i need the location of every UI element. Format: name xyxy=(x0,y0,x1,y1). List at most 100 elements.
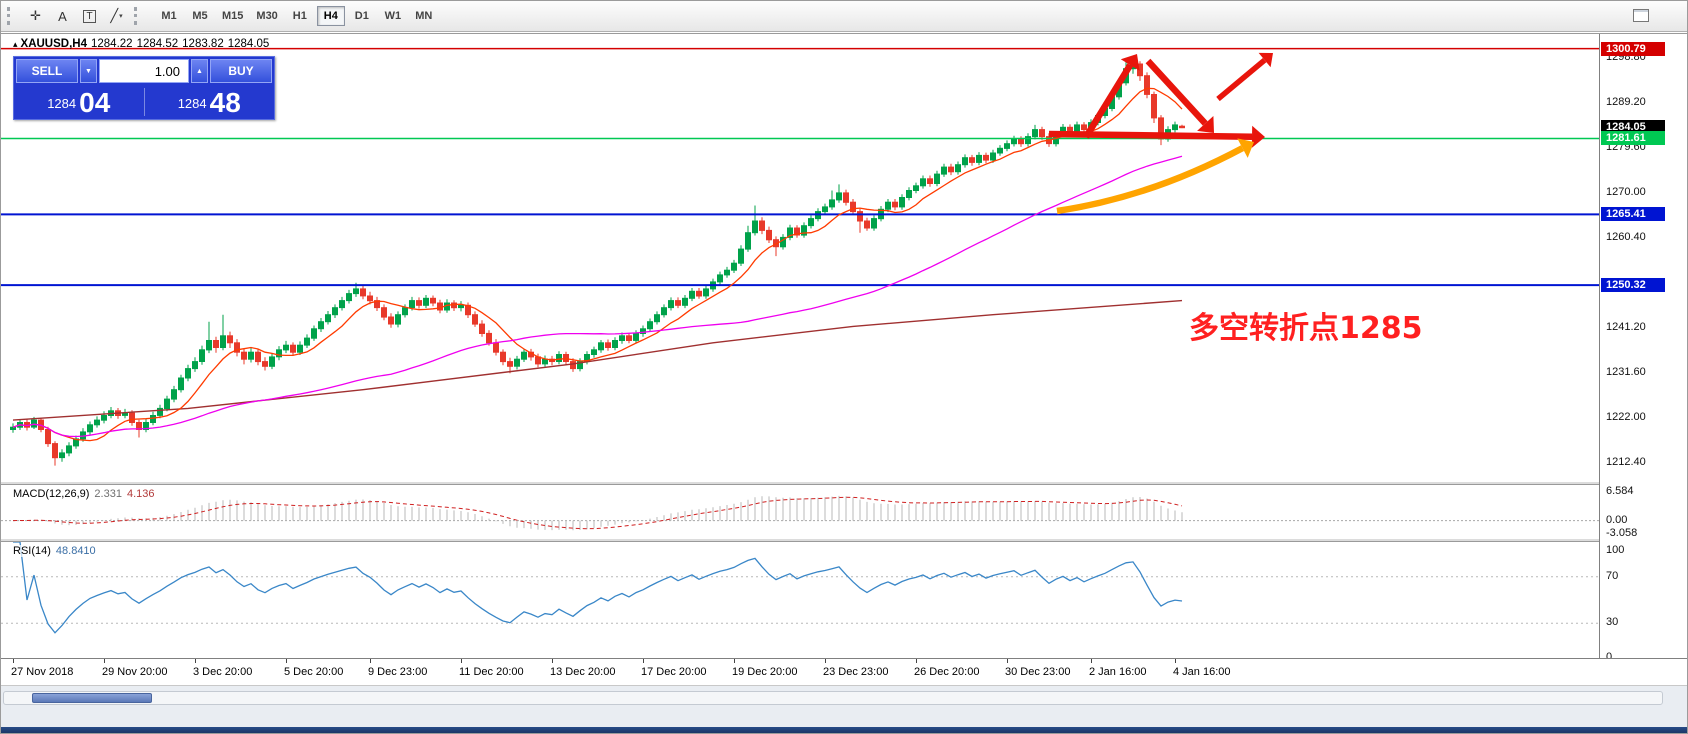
crosshair-icon[interactable]: ✛ xyxy=(22,4,49,28)
toolbar: ✛ A T ╱ ▾ M1 M5 M15 M30 H1 H4 D1 W1 MN xyxy=(1,1,1687,32)
time-tick xyxy=(104,659,105,663)
volume-down-button[interactable]: ▼ xyxy=(80,59,97,83)
ma-line-55 xyxy=(12,155,1183,438)
macd-scale-tick: -3.058 xyxy=(1606,526,1638,539)
panel-separator-rsi[interactable] xyxy=(1,538,1687,542)
trendline-icon[interactable]: ╱ ▾ xyxy=(103,4,130,28)
timeframe-D1[interactable]: D1 xyxy=(354,10,369,22)
up-arrow-head xyxy=(1120,54,1140,71)
time-label: 17 Dec 20:00 xyxy=(641,666,707,678)
time-label: 30 Dec 23:00 xyxy=(1005,666,1071,678)
main-chart[interactable]: 多空转折点1285 xyxy=(1,34,1599,482)
projection-up-arrow[interactable] xyxy=(1216,57,1267,102)
toolbar-grip[interactable] xyxy=(7,7,14,25)
letter-a-icon-glyph: A xyxy=(58,8,67,24)
macd-value-signal: 4.136 xyxy=(126,488,155,500)
price-tick: 1222.00 xyxy=(1606,410,1646,423)
time-tick xyxy=(1091,659,1092,663)
down-arrow[interactable] xyxy=(1145,58,1208,126)
macd-value-main: 2.331 xyxy=(94,488,122,500)
buy-price-small: 1284 xyxy=(177,96,207,111)
timeframe-H1[interactable]: H1 xyxy=(292,10,307,22)
text-box-icon[interactable]: T xyxy=(76,4,103,28)
time-tick xyxy=(13,659,14,663)
time-label: 29 Nov 20:00 xyxy=(102,666,168,678)
time-label: 3 Dec 20:00 xyxy=(193,666,253,678)
panel-separator-macd[interactable] xyxy=(1,481,1687,485)
volume-input[interactable] xyxy=(99,59,189,83)
rsi-panel[interactable] xyxy=(1,542,1599,658)
timeframe-M15[interactable]: M15 xyxy=(222,10,244,22)
time-label: 23 Dec 23:00 xyxy=(823,666,889,678)
orange-momentum-arrow-head xyxy=(1237,138,1254,158)
docked-window-icon[interactable] xyxy=(1633,9,1649,22)
time-tick xyxy=(916,659,917,663)
sell-button[interactable]: SELL xyxy=(16,59,78,83)
ohlc-low: 1283.82 xyxy=(182,38,224,50)
time-tick xyxy=(1175,659,1176,663)
sell-price-small: 1284 xyxy=(47,96,77,111)
volume-up-button[interactable]: ▲ xyxy=(191,59,208,83)
price-line-badge: 1300.79 xyxy=(1601,41,1665,56)
time-tick xyxy=(643,659,644,663)
crosshair-icon-glyph: ✛ xyxy=(30,8,41,23)
chinese-annotation-text[interactable]: 多空转折点1285 xyxy=(1189,311,1423,346)
macd-scale-tick: 0.00 xyxy=(1606,513,1628,526)
horizontal-scrollbar-thumb[interactable] xyxy=(32,693,152,703)
macd-panel[interactable] xyxy=(1,485,1599,539)
price-scale[interactable]: 1298.80 1289.20 1279.60 1270.00 1260.40 1241.… xyxy=(1599,34,1687,663)
time-label: 13 Dec 20:00 xyxy=(550,666,616,678)
price-tick: 1279.60 xyxy=(1606,140,1646,153)
letter-a-icon[interactable]: A xyxy=(49,4,76,28)
price-tick: 1270.00 xyxy=(1606,185,1646,198)
timeframe-M5[interactable]: M5 xyxy=(192,10,208,22)
horizontal-scrollbar-track[interactable] xyxy=(3,691,1663,705)
timeframe-M30[interactable]: M30 xyxy=(256,10,278,22)
chart-title: ▴ XAUUSD,H4 1284.22 1284.52 1283.82 1284.05 xyxy=(13,38,273,50)
trade-prices-row: 1284 04 1284 48 xyxy=(14,85,274,119)
buy-button[interactable]: BUY xyxy=(210,59,272,83)
trend-arrows[interactable] xyxy=(1048,52,1273,215)
ma-line-8 xyxy=(12,87,1183,442)
time-label: 11 Dec 20:00 xyxy=(459,666,524,678)
ohlc-open: 1284.22 xyxy=(91,38,133,50)
macd-label: MACD(12,26,9) 2.331 4.136 xyxy=(11,488,157,500)
time-label: 5 Dec 20:00 xyxy=(284,666,344,678)
rsi-name: RSI(14) xyxy=(13,545,51,557)
right-arrow-head xyxy=(1251,125,1265,148)
rsi-label: RSI(14) 48.8410 xyxy=(11,545,98,557)
sell-price[interactable]: 1284 04 xyxy=(14,85,144,119)
rsi-value: 48.8410 xyxy=(55,545,96,557)
timeframe-M1[interactable]: M1 xyxy=(161,10,177,22)
macd-scale-tick: 6.584 xyxy=(1606,485,1634,498)
drawing-tools-group: ✛ A T ╱ ▾ xyxy=(22,4,130,28)
scroll-zone xyxy=(1,685,1687,727)
up-arrow[interactable] xyxy=(1083,63,1133,139)
orange-momentum-arrow[interactable] xyxy=(1056,145,1245,215)
time-axis[interactable]: 27 Nov 2018 29 Nov 20:00 3 Dec 20:00 5 Dec … xyxy=(1,659,1687,685)
ohlc-close: 1284.05 xyxy=(227,38,270,50)
projection-up-arrow-head xyxy=(1258,52,1273,68)
timeframe-MN[interactable]: MN xyxy=(415,10,433,22)
dropdown-arrow-icon[interactable]: ▾ xyxy=(119,13,123,20)
time-label: 27 Nov 2018 xyxy=(11,666,74,678)
time-label: 26 Dec 20:00 xyxy=(914,666,980,678)
price-tick: 1289.20 xyxy=(1606,95,1646,108)
one-click-trading-panel: SELL ▼ ▲ BUY 1284 04 1284 48 xyxy=(13,56,275,120)
symbol-label: XAUUSD,H4 xyxy=(20,38,87,50)
macd-name: MACD(12,26,9) xyxy=(13,488,90,500)
ohlc-high: 1284.52 xyxy=(136,38,179,50)
timeframe-W1[interactable]: W1 xyxy=(384,10,402,22)
price-line-badge: 1265.41 xyxy=(1601,207,1665,222)
price-line-badge: 1281.61 xyxy=(1601,131,1665,146)
trendline-icon-glyph: ╱ xyxy=(110,8,119,23)
right-arrow[interactable] xyxy=(1048,130,1253,141)
timeframe-toolbar-grip[interactable] xyxy=(134,7,141,25)
buy-price[interactable]: 1284 48 xyxy=(145,85,275,119)
horizontal-level-lines[interactable] xyxy=(1,47,1599,287)
price-divider xyxy=(143,88,145,116)
time-tick xyxy=(734,659,735,663)
time-tick xyxy=(286,659,287,663)
timeframe-H4[interactable]: H4 xyxy=(316,6,345,26)
text-box-icon-glyph: T xyxy=(83,9,96,23)
